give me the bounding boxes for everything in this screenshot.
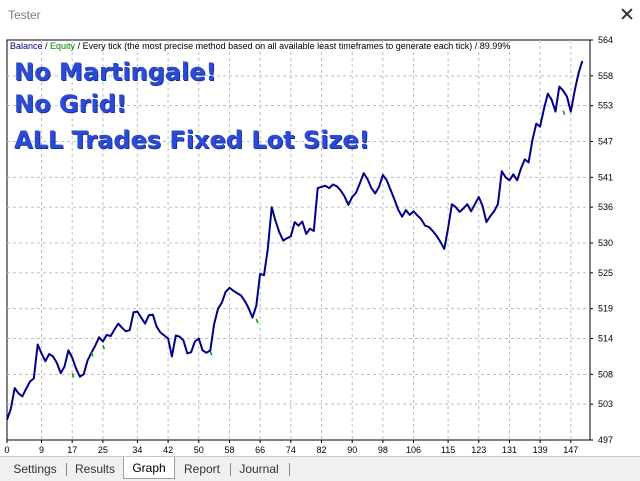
x-tick-label: 82 — [317, 445, 327, 455]
x-tick-label: 131 — [502, 445, 517, 455]
x-tick-label: 98 — [378, 445, 388, 455]
x-tick-label: 139 — [533, 445, 548, 455]
window-title: Tester — [8, 8, 41, 22]
close-icon[interactable] — [620, 7, 634, 21]
tab-report[interactable]: Report — [183, 462, 221, 476]
tab-divider — [289, 463, 290, 476]
plot-frame — [6, 39, 591, 441]
overlay-line-2: No Grid! — [14, 90, 127, 118]
x-tick-label: 34 — [132, 445, 142, 455]
x-tick-label: 9 — [39, 445, 44, 455]
equity-point — [562, 110, 566, 115]
title-bar: Tester — [0, 0, 640, 31]
y-tick-label: 553 — [598, 101, 613, 111]
equity-point — [71, 373, 75, 378]
x-tick-label: 42 — [163, 445, 173, 455]
equity-point — [102, 344, 106, 350]
header-separator: / — [42, 41, 51, 51]
y-tick-label: 547 — [598, 136, 613, 146]
x-tick-label: 58 — [224, 445, 234, 455]
overlay-line-3: ALL Trades Fixed Lot Size! — [14, 126, 370, 154]
tab-divider — [230, 463, 231, 476]
overlay-line-1: No Martingale! — [14, 58, 217, 86]
tab-divider — [66, 463, 67, 476]
y-tick-label: 541 — [598, 172, 613, 182]
x-tick-label: 17 — [67, 445, 77, 455]
chart-header: Balance / Equity / Every tick (the most … — [10, 41, 510, 51]
y-tick-label: 525 — [598, 268, 613, 278]
y-tick-label: 530 — [598, 238, 613, 248]
tab-results[interactable]: Results — [74, 462, 115, 476]
tab-bar: Settings Results Graph Report Journal — [0, 456, 640, 481]
balance-line — [6, 60, 584, 421]
y-tick-label: 564 — [598, 35, 613, 45]
header-description: / Every tick (the most precise method ba… — [75, 41, 511, 51]
y-tick-label: 503 — [598, 399, 613, 409]
y-tick-label: 536 — [598, 202, 613, 212]
tab-settings[interactable]: Settings — [13, 462, 57, 476]
equity-point — [209, 350, 213, 356]
x-tick-label: 50 — [194, 445, 204, 455]
x-tick-label: 90 — [347, 445, 357, 455]
y-tick-label: 519 — [598, 304, 613, 314]
equity-label: Equity — [50, 41, 76, 51]
y-tick-label: 497 — [598, 435, 613, 445]
tab-journal[interactable]: Journal — [239, 462, 279, 476]
equity-point — [255, 318, 259, 324]
x-tick-label: 106 — [406, 445, 421, 455]
equity-chart: 0 9 17 25 34 42 50 58 66 74 82 90 98 106 115 123 131 139 1… — [4, 35, 613, 455]
y-tick-label: 508 — [598, 369, 613, 379]
x-tick-label: 25 — [98, 445, 108, 455]
x-tick-label: 147 — [563, 445, 578, 455]
equity-point — [90, 352, 94, 357]
x-tick-label: 115 — [441, 445, 455, 455]
tab-graph[interactable]: Graph — [123, 457, 175, 479]
x-tick-label: 74 — [286, 445, 296, 455]
y-tick-label: 514 — [598, 334, 613, 344]
x-tick-label: 0 — [4, 445, 9, 455]
chart-area: 0 9 17 25 34 42 50 58 66 74 82 90 98 106 115 123 131 139 1… — [0, 30, 640, 456]
x-tick-label: 123 — [471, 445, 486, 455]
balance-label: Balance — [10, 41, 43, 51]
y-tick-label: 558 — [598, 71, 613, 81]
x-tick-label: 66 — [255, 445, 265, 455]
